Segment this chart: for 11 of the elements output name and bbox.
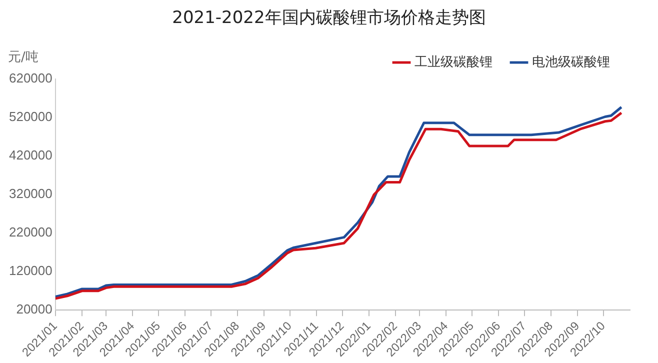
y-tick-label: 120000 bbox=[8, 263, 52, 278]
legend-label: 工业级碳酸锂 bbox=[414, 54, 492, 70]
y-tick-label: 620000 bbox=[8, 70, 52, 86]
y-tick-label: 420000 bbox=[8, 148, 52, 163]
legend-label: 电池级碳酸锂 bbox=[532, 54, 610, 70]
y-tick-label: 520000 bbox=[8, 109, 52, 124]
y-tick-label: 20000 bbox=[16, 302, 52, 317]
y-tick-label: 220000 bbox=[8, 224, 52, 240]
y-axis-title: 元/吨 bbox=[8, 49, 38, 66]
chart-title: 2021-2022年国内碳酸锂市场价格走势图 bbox=[171, 7, 487, 29]
y-tick-label: 320000 bbox=[8, 186, 52, 202]
